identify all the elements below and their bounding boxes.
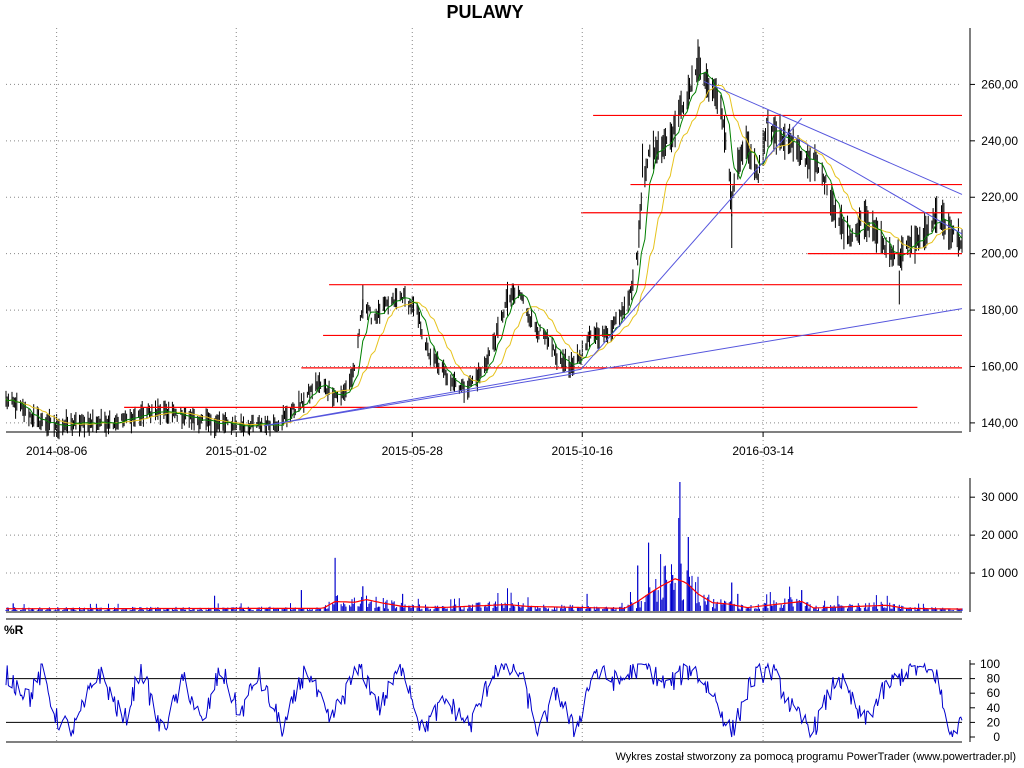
- chart-title: PULAWY: [446, 2, 524, 22]
- williams-y-tick-label: 100: [980, 657, 1000, 671]
- volume-moving-average: [6, 578, 962, 610]
- price-y-tick-label: 140,00: [981, 416, 1018, 430]
- price-y-tick-label: 180,00: [981, 303, 1018, 317]
- x-tick-label: 2015-01-02: [206, 444, 268, 458]
- trendline: [263, 368, 582, 427]
- x-tick-label: 2016-03-14: [732, 444, 794, 458]
- moving-average-short: [5, 71, 963, 427]
- volume-y-tick-label: 10 000: [981, 566, 1018, 580]
- price-y-tick-label: 220,00: [981, 190, 1018, 204]
- volume-bars: [5, 482, 963, 611]
- williams-r-panel: [5, 618, 975, 743]
- price-y-tick-label: 240,00: [981, 134, 1018, 148]
- price-y-tick-label: 200,00: [981, 247, 1018, 261]
- williams-r-label: %R: [4, 623, 24, 637]
- x-tick-label: 2015-05-28: [382, 444, 444, 458]
- moving-average-long: [5, 85, 963, 426]
- trendline: [703, 81, 963, 195]
- williams-y-tick-label: 0: [993, 730, 1000, 744]
- volume-y-tick-label: 30 000: [981, 490, 1018, 504]
- williams-y-tick-label: 40: [987, 701, 1001, 715]
- footer-credit: Wykres został stworzony za pomocą progra…: [615, 751, 1016, 763]
- williams-r-line: [5, 662, 963, 739]
- williams-y-tick-label: 60: [987, 686, 1001, 700]
- x-tick-label: 2015-10-16: [552, 444, 614, 458]
- williams-y-tick-label: 20: [987, 715, 1001, 729]
- price-bars: [5, 39, 963, 440]
- williams-y-tick-label: 80: [987, 672, 1001, 686]
- price-panel: [5, 28, 975, 440]
- trendline: [580, 117, 803, 370]
- trendline: [263, 308, 963, 427]
- x-tick-label: 2014-08-06: [26, 444, 88, 458]
- trendline: [766, 120, 963, 235]
- price-y-tick-label: 260,00: [981, 77, 1018, 91]
- volume-panel: [5, 478, 975, 613]
- volume-y-tick-label: 20 000: [981, 528, 1018, 542]
- price-y-tick-label: 160,00: [981, 359, 1018, 373]
